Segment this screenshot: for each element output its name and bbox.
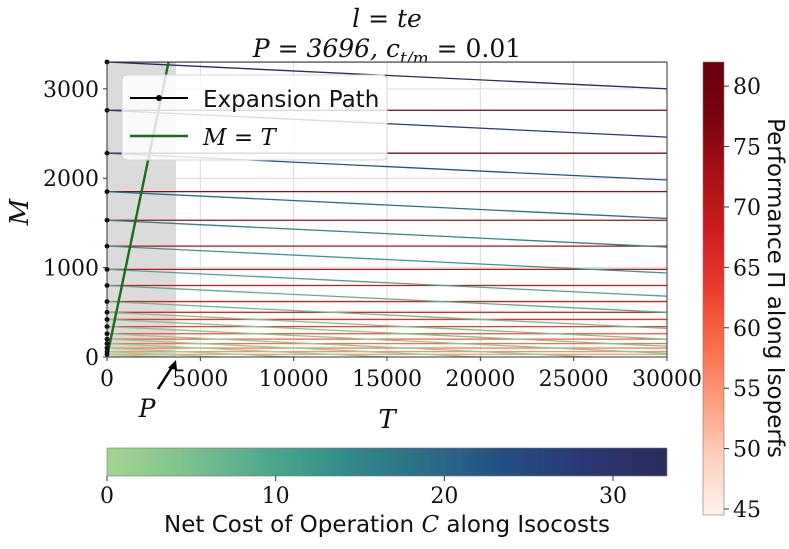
- x-tick-label: 20000: [445, 367, 515, 392]
- performance-tick-label: 70: [733, 196, 761, 221]
- x-tick-label: 30000: [632, 367, 702, 392]
- performance-tick-label: 65: [733, 256, 761, 281]
- performance-colorbar-label: Performance Π along Isoperfs: [762, 118, 788, 458]
- x-tick-label: 5000: [172, 367, 228, 392]
- x-tick-label: 25000: [539, 367, 609, 392]
- cost-colorbar-label: Net Cost of Operation C along Isocosts: [164, 512, 610, 538]
- isocost-line: [107, 318, 667, 347]
- y-tick-label: 0: [85, 346, 99, 371]
- isocost-line: [107, 311, 667, 340]
- isocost-line: [107, 325, 667, 355]
- isocost-line: [107, 300, 667, 330]
- cost-tick-label: 0: [100, 484, 114, 509]
- isocost-line: [107, 245, 667, 274]
- isocost-line: [107, 284, 667, 313]
- performance-tick-label: 50: [733, 438, 761, 463]
- cost-colorbar-gradient: [106, 447, 668, 477]
- y-tick-label: 2000: [43, 167, 99, 192]
- performance-colorbar: 45 50 55 60 65 70 75 80 Performance Π along Iso…: [702, 61, 788, 523]
- performance-tick-label: 80: [733, 75, 761, 100]
- cost-colorbar-ticks: 0 10 20 30: [100, 476, 627, 509]
- y-axis-ticks: 0 1000 2000 3000: [43, 78, 107, 371]
- chart-title-line1: l = te: [352, 4, 422, 33]
- isocost-line: [107, 333, 606, 357]
- isocost-line: [107, 338, 494, 357]
- legend-mt-label: M = T: [202, 125, 277, 151]
- legend: Expansion Path M = T: [121, 74, 388, 161]
- y-tick-label: 3000: [43, 78, 99, 103]
- cost-tick-label: 30: [599, 484, 627, 509]
- y-axis-label: M: [5, 197, 35, 226]
- x-tick-label: 15000: [352, 367, 422, 392]
- legend-box: [121, 74, 388, 161]
- legend-expansion-label: Expansion Path: [203, 87, 379, 113]
- x-tick-label: 10000: [259, 367, 329, 392]
- isocost-line: [107, 350, 233, 357]
- isocost-line: [107, 190, 667, 220]
- isocost-line: [107, 62, 667, 90]
- p-annotation: P: [138, 360, 177, 423]
- y-tick-label: 1000: [43, 257, 99, 282]
- legend-expansion-marker: [156, 95, 162, 101]
- x-tick-label: 0: [100, 367, 114, 392]
- performance-tick-label: 60: [733, 317, 761, 342]
- performance-tick-label: 45: [733, 498, 761, 523]
- p-annotation-label: P: [138, 394, 157, 423]
- p-arrow-head: [167, 360, 177, 370]
- isocost-line: [107, 268, 667, 297]
- isocost-line: [107, 342, 401, 357]
- cost-colorbar: 0 10 20 30 Net Cost of Operation C along Is…: [100, 447, 668, 538]
- isocost-line: [107, 219, 667, 248]
- cost-tick-label: 20: [430, 484, 458, 509]
- cost-tick-label: 10: [262, 484, 290, 509]
- performance-tick-label: 55: [733, 377, 761, 402]
- performance-tick-label: 75: [733, 136, 761, 161]
- x-axis-label: T: [378, 405, 397, 435]
- performance-colorbar-ticks: 45 50 55 60 65 70 75 80: [724, 75, 761, 523]
- isocost-lines: [107, 62, 667, 357]
- isocost-line: [107, 347, 308, 357]
- performance-colorbar-gradient: [702, 61, 725, 516]
- x-axis-ticks: 0 5000 10000 15000 20000 25000 30000: [100, 357, 702, 392]
